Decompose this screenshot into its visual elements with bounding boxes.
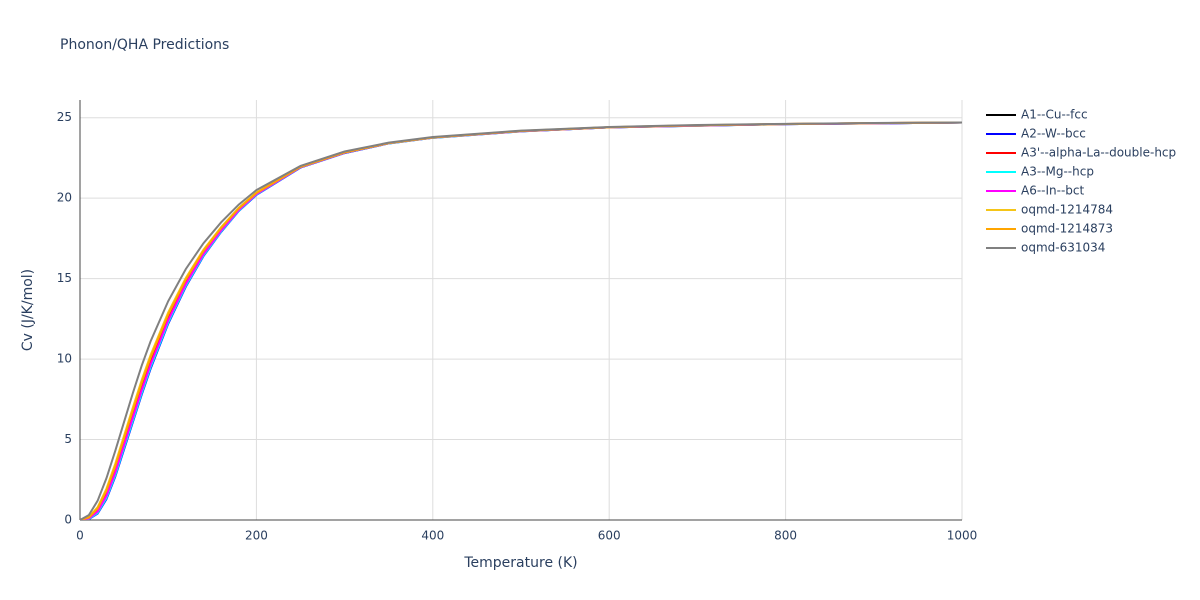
y-tick-label: 25 (57, 110, 72, 124)
x-tick-label: 800 (774, 529, 797, 543)
y-tick-label: 0 (64, 513, 72, 527)
legend-label: A6--In--bct (1021, 184, 1085, 198)
legend-label: oqmd-631034 (1021, 241, 1105, 255)
series-line (80, 121, 962, 520)
legend-label: A1--Cu--fcc (1021, 108, 1088, 122)
legend-label: A2--W--bcc (1021, 127, 1086, 141)
series-line (80, 121, 962, 520)
x-tick-label: 1000 (947, 529, 978, 543)
series-line (80, 121, 962, 520)
series-line (80, 121, 962, 520)
y-tick-label: 15 (57, 271, 72, 285)
chart-title: Phonon/QHA Predictions (60, 37, 229, 53)
legend-label: A3--Mg--hcp (1021, 165, 1094, 179)
series-line (80, 121, 962, 520)
series-line (80, 121, 962, 520)
x-tick-label: 0 (76, 529, 84, 543)
y-tick-label: 10 (57, 352, 72, 366)
series-line (80, 121, 962, 520)
x-tick-label: 400 (421, 529, 444, 543)
legend-label: oqmd-1214873 (1021, 222, 1113, 236)
y-tick-label: 5 (64, 432, 72, 446)
series-line (80, 121, 962, 520)
x-axis-title: Temperature (K) (463, 555, 577, 571)
x-tick-label: 200 (245, 529, 268, 543)
x-tick-label: 600 (598, 529, 621, 543)
legend-label: A3'--alpha-La--double-hcp (1021, 146, 1176, 160)
y-axis-title: Cv (J/K/mol) (20, 269, 36, 351)
y-tick-label: 20 (57, 191, 72, 205)
legend-label: oqmd-1214784 (1021, 203, 1113, 217)
